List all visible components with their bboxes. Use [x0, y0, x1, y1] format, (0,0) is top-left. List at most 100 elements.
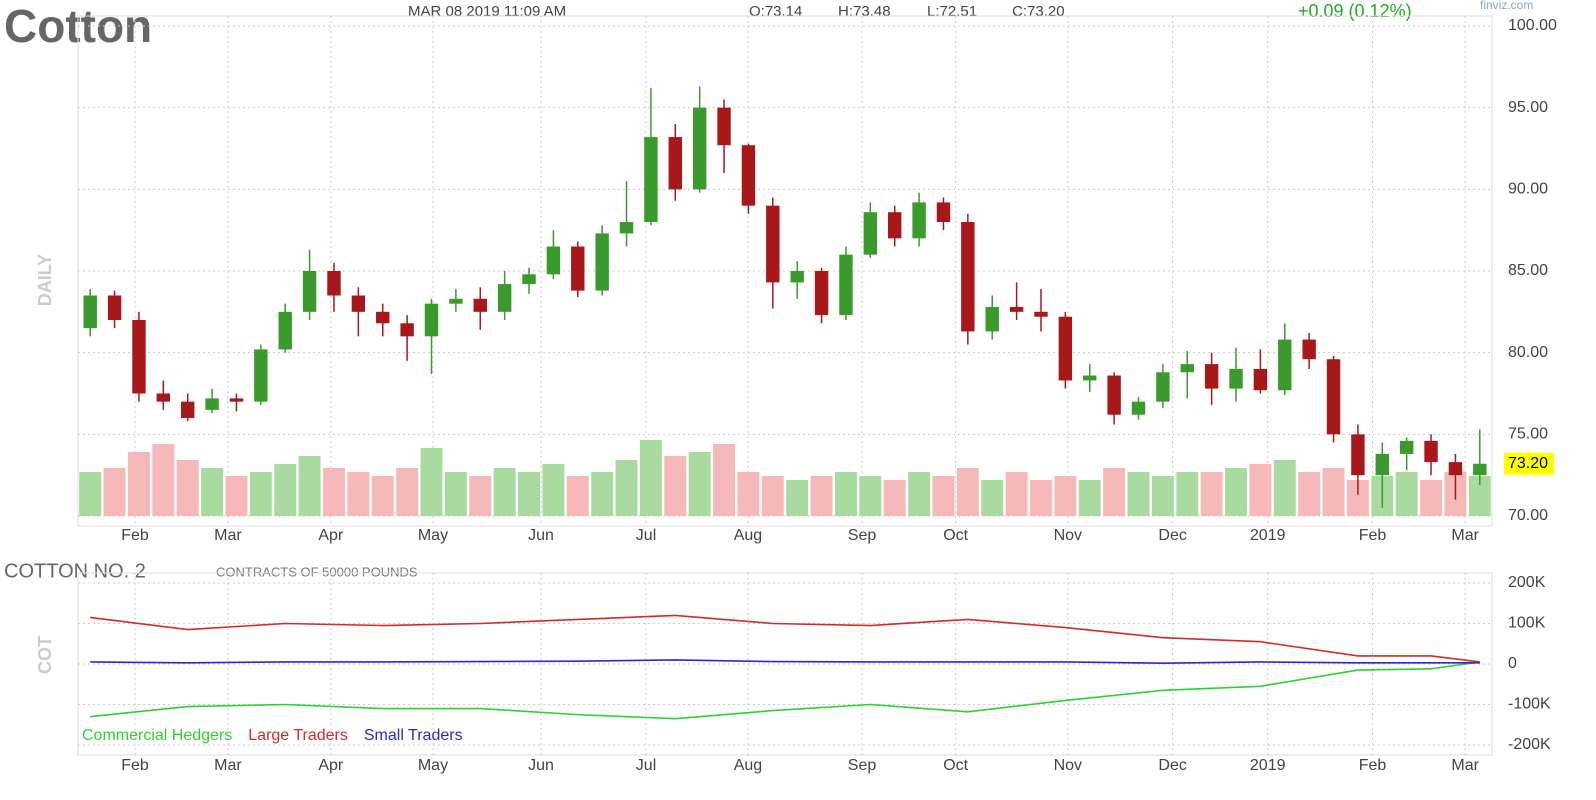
volume-bar [859, 476, 882, 516]
last-price-box [1504, 452, 1554, 475]
x-tick-label: Feb [121, 757, 149, 774]
x-tick-label: Dec [1158, 757, 1186, 774]
candle-body [1424, 440, 1438, 463]
panel-title: COTTON NO. 2 [4, 560, 146, 582]
volume-bar [201, 468, 224, 516]
volume-bar [786, 480, 809, 516]
volume-bar [1005, 472, 1028, 516]
candle-body [571, 246, 585, 291]
volume-bar [79, 472, 102, 516]
candle-body [985, 306, 999, 332]
x-tick-label: Dec [1158, 527, 1186, 544]
y-tick-label: 100.00 [1508, 17, 1557, 34]
timestamp: MAR 08 2019 11:09 AM [408, 3, 566, 20]
candle-body [83, 295, 97, 329]
candle-body [205, 398, 219, 410]
candle-body [717, 107, 731, 146]
candle-body [351, 295, 366, 312]
candle-body [107, 295, 122, 320]
x-tick-label: 2019 [1250, 527, 1286, 544]
volume-bar [639, 440, 662, 516]
x-tick-label: 2019 [1250, 757, 1286, 774]
candle-body [497, 284, 512, 312]
volume-bar [127, 452, 150, 516]
candle-body [1083, 375, 1097, 381]
legend-entry: Small Traders [364, 727, 463, 744]
x-tick-label: Oct [943, 757, 968, 774]
candle-body [522, 274, 536, 285]
volume-bar [1468, 476, 1491, 516]
candle-body [766, 205, 780, 283]
candle-body [741, 145, 756, 206]
candle-body [156, 393, 171, 402]
candle-body [132, 320, 146, 394]
volume-bar [1054, 476, 1077, 516]
x-tick-label: Mar [1451, 757, 1479, 774]
volume-bar [323, 468, 345, 516]
series-line [90, 614, 1480, 663]
x-tick-label: Oct [943, 527, 968, 544]
candle-body [1278, 339, 1292, 391]
candle-body [839, 254, 853, 316]
volume-bar [176, 460, 199, 516]
legend-entry: Large Traders [248, 727, 348, 744]
ohlc-label: H:73.48 [838, 3, 891, 20]
candle-body [1180, 364, 1194, 373]
candle-body [229, 398, 244, 402]
y-axis-label: DAILY [35, 254, 55, 306]
ohlc-label: O:73.14 [749, 3, 802, 20]
panel-subtitle: CONTRACTS OF 50000 POUNDS [216, 564, 418, 579]
x-tick-label: May [418, 527, 448, 544]
x-tick-label: Sep [848, 757, 877, 774]
source: finviz.com [1480, 0, 1533, 12]
candle-body [1399, 440, 1414, 454]
candle-body [400, 323, 414, 337]
volume-bar [883, 480, 906, 516]
candle-body [1448, 462, 1463, 476]
volume-bar [713, 444, 736, 516]
volume-bar [1200, 472, 1223, 516]
candle-body [644, 137, 658, 222]
candle-body [790, 271, 804, 283]
volume-bar [225, 476, 248, 516]
y-tick-label: 95.00 [1508, 99, 1548, 116]
candle-body [692, 107, 707, 190]
candle-body [1131, 401, 1146, 415]
candle-body [961, 222, 975, 332]
volume-bar [688, 452, 711, 516]
x-tick-label: Nov [1054, 757, 1082, 774]
candle-body [424, 303, 439, 337]
candle-body [912, 202, 926, 239]
volume-bar [1078, 480, 1101, 516]
y-tick-label: 100K [1508, 615, 1546, 632]
volume-bar [518, 472, 540, 516]
candle-body [327, 271, 341, 296]
x-tick-label: Feb [121, 527, 149, 544]
x-tick-label: Apr [318, 527, 344, 544]
candle-body [254, 349, 268, 402]
candle-body [1375, 453, 1389, 476]
candle-body [1326, 359, 1341, 435]
volume-bar [1346, 480, 1369, 516]
candle-body [1229, 369, 1243, 389]
candle-body [619, 222, 634, 234]
volume-bar [396, 468, 419, 516]
candle-body [546, 246, 561, 275]
volume-bar [1273, 460, 1296, 516]
volume-bar [664, 456, 687, 516]
volume-bar [274, 464, 297, 516]
volume-bar [1151, 476, 1174, 516]
y-tick-label: -100K [1508, 696, 1551, 713]
volume-bar [1395, 472, 1418, 516]
candle-body [668, 137, 682, 190]
series-line [90, 661, 1480, 720]
volume-bar [615, 460, 638, 516]
volume-bar [298, 456, 321, 516]
x-tick-label: Mar [1451, 527, 1479, 544]
volume-bar [956, 468, 979, 516]
series-line [90, 659, 1480, 664]
volume-bar [810, 476, 833, 516]
volume-bar [981, 480, 1004, 516]
candle-body [376, 311, 390, 324]
y-tick-label: 80.00 [1508, 344, 1548, 361]
